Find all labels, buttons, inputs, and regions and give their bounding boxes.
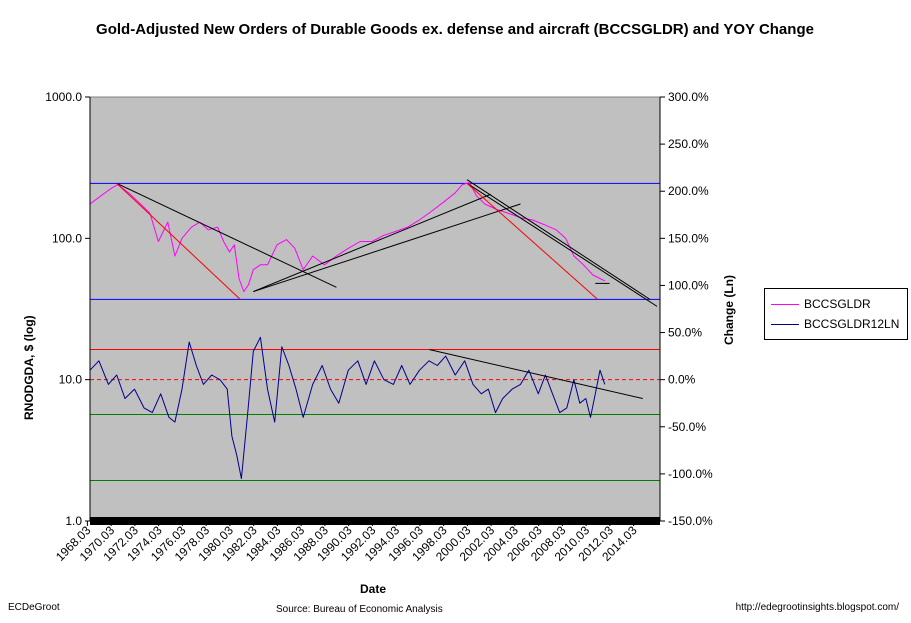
y-tick-label: 10.0 <box>59 373 83 387</box>
y2-tick-label: -50.0% <box>668 420 706 434</box>
trend-line <box>116 182 337 288</box>
y2-tick-label: 300.0% <box>668 90 709 104</box>
trend-line <box>253 203 521 293</box>
y-tick-label: 1.0 <box>65 514 82 528</box>
y2-tick-label: 0.0% <box>668 373 696 387</box>
trend-line <box>428 349 643 399</box>
y2-tick-label: 200.0% <box>668 184 709 198</box>
y2-tick-label: 100.0% <box>668 278 709 292</box>
trend-line <box>466 182 658 307</box>
legend-item-bccsgldr12ln: BCCSGLDR12LN <box>771 316 899 332</box>
legend-label: BCCSGLDR <box>804 297 871 311</box>
blog-url: http://edegrootinsights.blogspot.com/ <box>735 602 899 613</box>
x-axis-label: Date <box>360 582 387 596</box>
y-tick-label: 100.0 <box>52 231 82 245</box>
trend-lines <box>116 179 658 399</box>
series-line-0 <box>89 182 606 293</box>
source-note: Source: Bureau of Economic Analysis <box>276 604 443 615</box>
y-tick-label: 1000.0 <box>45 90 82 104</box>
legend: BCCSGLDR BCCSGLDR12LN <box>764 288 908 340</box>
trend-line <box>466 182 598 300</box>
series-lines <box>89 182 606 480</box>
y2-tick-label: 250.0% <box>668 137 709 151</box>
chart-title: Gold-Adjusted New Orders of Durable Good… <box>96 21 814 38</box>
legend-item-bccsgldr: BCCSGLDR <box>771 296 871 312</box>
y2-tick-label: 50.0% <box>668 326 702 340</box>
series-line-1 <box>89 336 606 480</box>
trend-line <box>253 193 491 293</box>
y-axis-label: RNODGDA, $ (log) <box>22 315 36 420</box>
y2-tick-label: -150.0% <box>668 514 713 528</box>
y2-axis-label: Change (Ln) <box>722 275 736 345</box>
trend-line <box>116 182 241 300</box>
legend-swatch-magenta <box>771 303 799 305</box>
legend-label: BCCSGLDR12LN <box>804 317 900 331</box>
author-credit: ECDeGroot <box>8 602 60 613</box>
y2-tick-label: -100.0% <box>668 467 713 481</box>
y2-tick-label: 150.0% <box>668 231 709 245</box>
trend-line <box>466 179 651 300</box>
legend-swatch-navy <box>771 323 799 325</box>
plot-area <box>90 97 660 521</box>
